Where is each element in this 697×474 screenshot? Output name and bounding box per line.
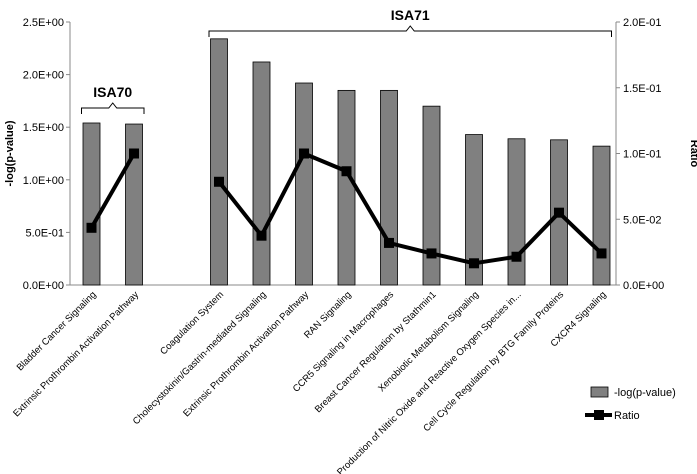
bar [422, 105, 441, 286]
group-label: ISA70 [93, 84, 132, 100]
bar [337, 89, 356, 286]
left-tick-label: 1.0E+00 [23, 175, 64, 187]
group-label: ISA71 [391, 7, 430, 23]
axes: 0.0E+00 5.0E-01 1.0E+00 1.5E+00 2.0E+00 2.5E+… [4, 17, 697, 292]
ratio-point [256, 230, 267, 241]
legend-line-marker [594, 410, 604, 420]
ratio-point [299, 148, 309, 159]
ratio-point [469, 258, 479, 269]
left-tick-label: 2.0E+00 [23, 70, 64, 82]
bar [252, 61, 271, 286]
legend-line-label: Ratio [614, 410, 640, 422]
ratio-point [596, 248, 607, 259]
bar [507, 138, 526, 286]
y-axis-title: -log(p-value) [4, 120, 16, 186]
ratio-point [384, 237, 394, 248]
group-brackets: ISA70 ISA71 [81, 7, 612, 114]
category-label: Bladder Cancer Signaling [15, 289, 99, 373]
bar [380, 89, 398, 286]
y-axis-right-title: Ratio [688, 140, 697, 168]
right-tick-label: 1.5E-01 [623, 83, 662, 95]
ratio-point [129, 148, 139, 159]
group-bracket [208, 25, 612, 37]
bar [592, 145, 611, 286]
legend: -log(p-value) Ratio [585, 386, 676, 422]
left-tick-label: 5.0E-01 [25, 227, 64, 239]
left-tick-label: 1.5E+00 [23, 122, 64, 134]
ratio-line-series [86, 148, 607, 269]
ratio-line [217, 151, 603, 266]
legend-bar-swatch [590, 386, 609, 398]
ratio-point [554, 207, 564, 218]
left-tick-label: 0.0E+00 [23, 280, 64, 292]
left-tick-label: 2.5E+00 [23, 17, 64, 29]
ratio-point [86, 222, 97, 233]
bar [125, 123, 143, 286]
bar [465, 134, 483, 286]
ratio-point [214, 176, 224, 187]
right-tick-label: 0.0E+00 [623, 280, 664, 292]
bar [210, 38, 228, 286]
ratio-point [426, 248, 437, 259]
bar-series [82, 38, 611, 286]
bar [295, 82, 313, 286]
group-bracket [81, 102, 145, 114]
right-tick-label: 2.0E-01 [623, 17, 662, 29]
legend-bar-label: -log(p-value) [614, 387, 676, 399]
ratio-point [341, 166, 352, 177]
right-tick-label: 1.0E-01 [623, 149, 662, 161]
ratio-line [89, 152, 136, 229]
right-tick-label: 5.0E-02 [623, 214, 662, 226]
ratio-point [511, 251, 522, 262]
bar [82, 122, 101, 286]
